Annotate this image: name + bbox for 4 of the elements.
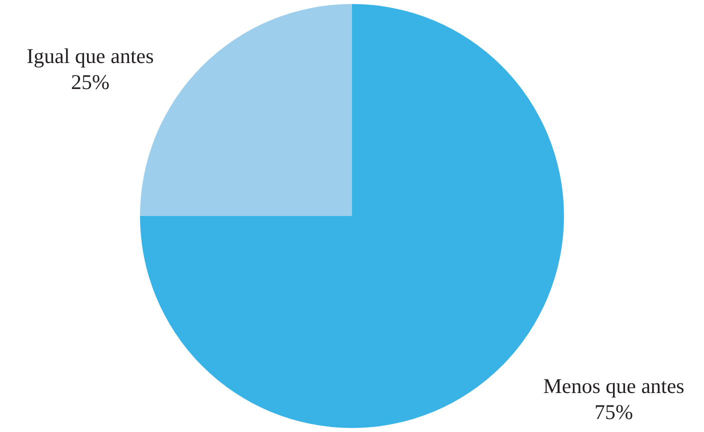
data-label: 75% [594, 400, 634, 424]
data-label: 25% [70, 70, 110, 94]
slice-label: Menos que antes [543, 374, 684, 398]
slice-label: Igual que antes [26, 44, 154, 68]
